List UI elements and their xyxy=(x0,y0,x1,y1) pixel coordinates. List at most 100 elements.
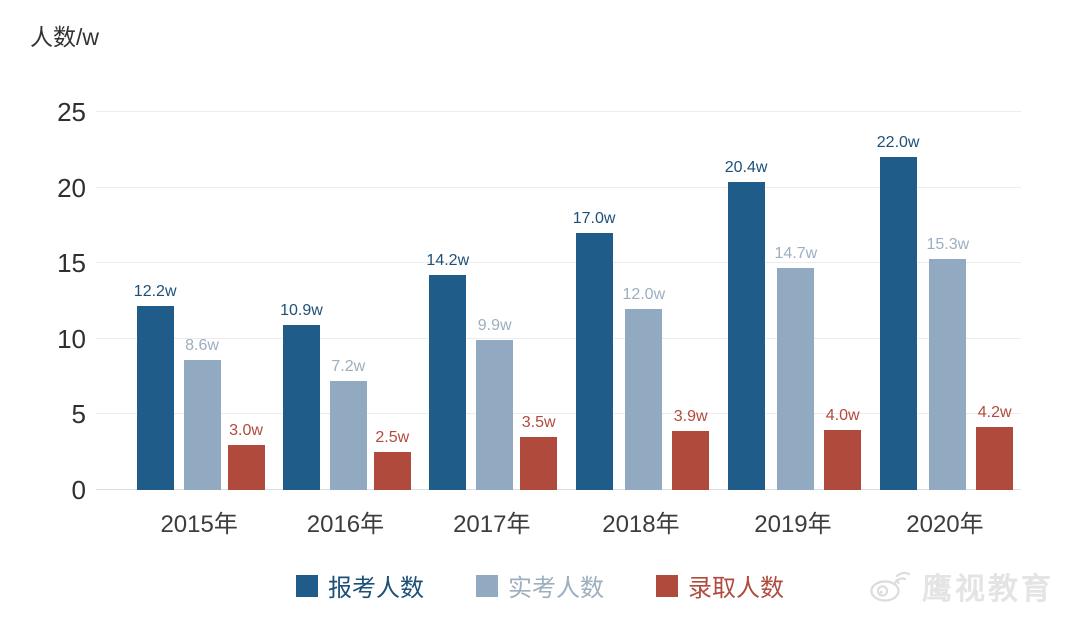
x-axis-label: 2015年 xyxy=(160,511,238,538)
y-tick-label-10: 10 xyxy=(57,323,86,354)
bar xyxy=(625,308,663,490)
bar-column: 22.0w xyxy=(876,112,920,490)
bar-group-2016年: 10.9w 7.2w 2.5w 2016年 xyxy=(280,112,411,538)
bar-column: 17.0w xyxy=(572,112,616,490)
bars-row: 20.4w 14.7w 4.0w 2019年 xyxy=(724,112,862,538)
bar-value-label: 17.0w xyxy=(572,209,616,227)
bar xyxy=(373,452,411,490)
bar xyxy=(136,305,174,490)
bar-groups: 12.2w 8.6w 3.0w 2015年 10.9w 7.2w 2.5w 2016年 14.2… xyxy=(96,112,1021,538)
y-tick-label-15: 15 xyxy=(57,248,86,279)
y-tick-label-0: 0 xyxy=(71,475,86,505)
legend-label: 实考人数 xyxy=(508,575,604,602)
bar-column: 2.5w xyxy=(373,112,411,490)
bar-value-label: 2.5w xyxy=(375,429,410,447)
bar-column: 8.6w xyxy=(183,112,221,490)
watermark: 鹰视教育 xyxy=(868,564,1054,608)
weibo-icon xyxy=(868,568,912,604)
bar-column: 9.9w xyxy=(476,112,514,490)
bars-row: 22.0w 15.3w 4.2w 2020年 xyxy=(876,112,1014,538)
bar xyxy=(282,325,320,490)
bar-column: 12.2w xyxy=(134,112,177,490)
bar-group-2018年: 17.0w 12.0w 3.9w 2018年 xyxy=(572,112,710,538)
legend-swatch xyxy=(476,574,498,597)
bar-column: 14.2w xyxy=(426,112,469,490)
bar xyxy=(520,437,558,490)
bar xyxy=(476,340,514,490)
bar-column: 14.7w xyxy=(774,112,817,490)
bar-value-label: 12.0w xyxy=(622,285,666,303)
bar xyxy=(777,267,815,490)
bar-value-label: 22.0w xyxy=(876,134,920,152)
gridline-5 xyxy=(96,413,1021,415)
bar-group-2020年: 22.0w 15.3w 4.2w 2020年 xyxy=(876,112,1014,538)
legend-item: 报考人数 xyxy=(296,568,424,603)
bars-row: 10.9w 7.2w 2.5w 2016年 xyxy=(280,112,411,538)
bar xyxy=(976,426,1014,490)
bar xyxy=(672,431,710,490)
bar xyxy=(227,444,265,490)
bar-column: 10.9w xyxy=(280,112,323,490)
bar-group-2019年: 20.4w 14.7w 4.0w 2019年 xyxy=(724,112,862,538)
watermark-text: 鹰视教育 xyxy=(922,573,1054,606)
y-tick-label-5: 5 xyxy=(71,399,86,430)
x-axis-label: 2018年 xyxy=(602,511,680,538)
bar-value-label: 3.9w xyxy=(673,408,708,426)
bars-row: 12.2w 8.6w 3.0w 2015年 xyxy=(134,112,265,538)
bar xyxy=(824,429,862,490)
bar xyxy=(183,359,221,490)
bar-column: 3.5w xyxy=(520,112,558,490)
bar xyxy=(575,232,613,490)
bar xyxy=(727,181,765,490)
legend-item: 录取人数 xyxy=(656,568,784,603)
bar-value-label: 20.4w xyxy=(724,158,768,176)
bar-column: 15.3w xyxy=(926,112,969,490)
bar-group-2015年: 12.2w 8.6w 3.0w 2015年 xyxy=(134,112,265,538)
x-axis-label: 2016年 xyxy=(306,511,385,538)
bar-value-label: 10.9w xyxy=(280,302,323,320)
bar-value-label: 14.7w xyxy=(774,244,818,262)
x-axis-label: 2020年 xyxy=(906,511,984,538)
bar xyxy=(329,381,367,490)
bar-column: 12.0w xyxy=(622,112,665,490)
y-axis-title: 人数/w xyxy=(30,24,99,50)
bar-column: 7.2w xyxy=(329,112,367,490)
gridline-25 xyxy=(96,111,1021,112)
x-axis-label: 2017年 xyxy=(453,511,531,538)
gridline-15 xyxy=(96,262,1021,264)
bar-value-label: 12.2w xyxy=(133,282,177,300)
legend-label: 报考人数 xyxy=(328,575,424,602)
bar xyxy=(929,258,967,490)
bar-column: 4.2w xyxy=(976,112,1014,490)
gridline-0 xyxy=(96,489,1021,490)
bar-column: 3.0w xyxy=(227,112,265,490)
bar-value-label: 3.0w xyxy=(229,421,263,439)
bar-value-label: 4.2w xyxy=(977,403,1012,421)
bar-value-label: 15.3w xyxy=(926,235,970,253)
y-tick-label-20: 20 xyxy=(57,172,86,203)
bars-row: 17.0w 12.0w 3.9w 2018年 xyxy=(572,112,710,538)
bar xyxy=(879,157,917,490)
bar-value-label: 9.9w xyxy=(477,317,512,335)
bar-column: 3.9w xyxy=(672,112,710,490)
legend-label: 录取人数 xyxy=(688,575,784,602)
bar-value-label: 8.6w xyxy=(185,336,219,354)
gridline-10 xyxy=(96,337,1021,339)
legend-swatch xyxy=(296,574,318,597)
bar-value-label: 3.5w xyxy=(521,414,556,432)
bar-group-2017年: 14.2w 9.9w 3.5w 2017年 xyxy=(426,112,558,538)
bar-column: 4.0w xyxy=(824,112,862,490)
bar-column: 20.4w xyxy=(724,112,768,490)
bar-value-label: 14.2w xyxy=(426,252,470,270)
bar-value-label: 7.2w xyxy=(331,358,366,376)
plot-area: 12.2w 8.6w 3.0w 2015年 10.9w 7.2w 2.5w 2016年 14.2… xyxy=(96,111,1021,538)
bars-row: 14.2w 9.9w 3.5w 2017年 xyxy=(426,112,558,538)
gridline-20 xyxy=(96,186,1021,188)
legend: 报考人数 实考人数 录取人数 xyxy=(0,568,1080,603)
bar xyxy=(429,275,467,490)
x-axis-label: 2019年 xyxy=(754,511,832,538)
bar-value-label: 4.0w xyxy=(825,406,860,424)
legend-swatch xyxy=(656,574,678,597)
y-tick-label-25: 25 xyxy=(57,97,86,127)
